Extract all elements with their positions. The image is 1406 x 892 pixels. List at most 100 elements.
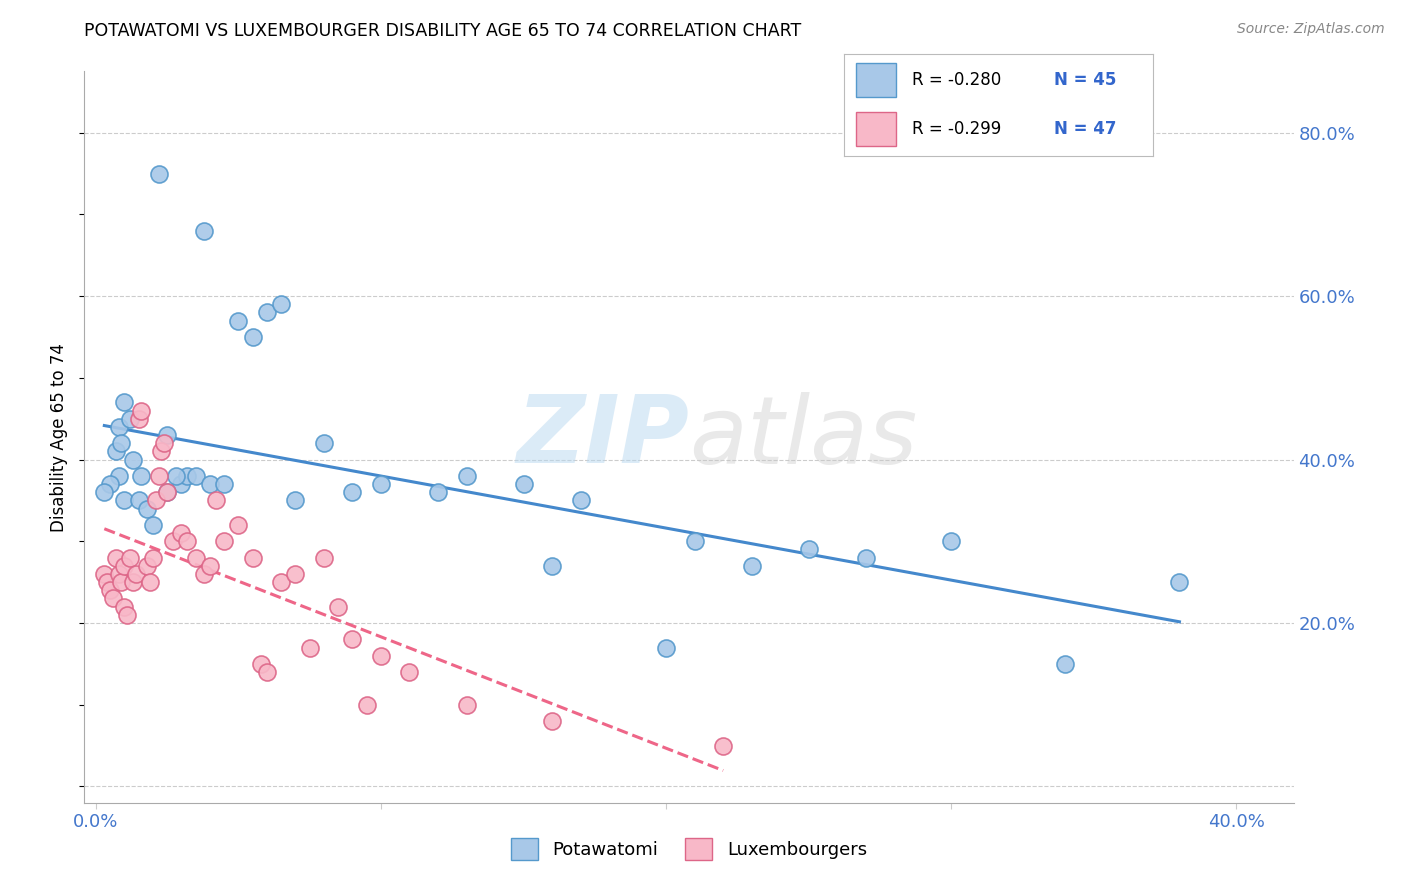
Point	[96, 575, 118, 590]
Point	[131, 403, 153, 417]
Point	[569, 493, 592, 508]
Point	[356, 698, 378, 712]
Point	[1168, 575, 1191, 590]
Point	[110, 575, 132, 590]
Point	[198, 477, 221, 491]
Point	[142, 550, 165, 565]
Point	[256, 665, 278, 679]
Point	[156, 485, 179, 500]
Point	[128, 493, 150, 508]
Point	[711, 739, 734, 753]
Point	[148, 469, 170, 483]
Point	[131, 469, 153, 483]
Y-axis label: Disability Age 65 to 74: Disability Age 65 to 74	[51, 343, 69, 532]
Legend: Potawatomi, Luxembourgers: Potawatomi, Luxembourgers	[503, 830, 875, 867]
Point	[101, 591, 124, 606]
Point	[242, 330, 264, 344]
Point	[370, 648, 392, 663]
Point	[541, 714, 564, 728]
Point	[139, 575, 162, 590]
Point	[156, 485, 179, 500]
Point	[112, 493, 135, 508]
Point	[312, 550, 335, 565]
Point	[170, 526, 193, 541]
Point	[941, 534, 963, 549]
Text: N = 47: N = 47	[1054, 120, 1116, 138]
Text: POTAWATOMI VS LUXEMBOURGER DISABILITY AGE 65 TO 74 CORRELATION CHART: POTAWATOMI VS LUXEMBOURGER DISABILITY AG…	[84, 22, 801, 40]
Point	[121, 452, 143, 467]
Point	[312, 436, 335, 450]
Point	[184, 469, 207, 483]
Point	[98, 477, 121, 491]
Point	[204, 493, 226, 508]
FancyBboxPatch shape	[856, 62, 896, 96]
Point	[156, 428, 179, 442]
Point	[128, 411, 150, 425]
Point	[193, 224, 215, 238]
Point	[165, 469, 187, 483]
Point	[184, 550, 207, 565]
Point	[683, 534, 706, 549]
Point	[370, 477, 392, 491]
Point	[193, 566, 215, 581]
Point	[136, 558, 159, 573]
Point	[176, 534, 198, 549]
Text: N = 45: N = 45	[1054, 70, 1116, 88]
Point	[342, 485, 364, 500]
Point	[298, 640, 321, 655]
Point	[242, 550, 264, 565]
Point	[541, 558, 564, 573]
Point	[162, 534, 184, 549]
Point	[104, 550, 127, 565]
Point	[456, 469, 478, 483]
Text: R = -0.280: R = -0.280	[911, 70, 1001, 88]
Point	[655, 640, 678, 655]
Point	[228, 313, 250, 327]
Point	[121, 575, 143, 590]
Point	[855, 550, 877, 565]
Point	[270, 297, 292, 311]
Point	[104, 444, 127, 458]
Text: atlas: atlas	[689, 392, 917, 483]
Point	[212, 477, 235, 491]
Point	[93, 566, 115, 581]
Point	[398, 665, 420, 679]
FancyBboxPatch shape	[856, 112, 896, 145]
Point	[148, 167, 170, 181]
Point	[118, 550, 141, 565]
Point	[150, 444, 173, 458]
Point	[107, 469, 129, 483]
Point	[427, 485, 450, 500]
Point	[110, 436, 132, 450]
Point	[125, 566, 148, 581]
Point	[136, 501, 159, 516]
Point	[284, 566, 307, 581]
Point	[176, 469, 198, 483]
Point	[107, 566, 129, 581]
Point	[115, 607, 138, 622]
Point	[112, 395, 135, 409]
Point	[1054, 657, 1077, 671]
Point	[112, 558, 135, 573]
Point	[145, 493, 167, 508]
Point	[142, 517, 165, 532]
Text: R = -0.299: R = -0.299	[911, 120, 1001, 138]
Point	[250, 657, 273, 671]
Point	[212, 534, 235, 549]
Point	[107, 420, 129, 434]
Point	[741, 558, 763, 573]
Point	[153, 436, 176, 450]
Point	[98, 583, 121, 598]
Point	[328, 599, 350, 614]
Point	[228, 517, 250, 532]
Point	[170, 477, 193, 491]
Point	[198, 558, 221, 573]
Point	[93, 485, 115, 500]
Point	[512, 477, 534, 491]
Point	[256, 305, 278, 319]
Point	[456, 698, 478, 712]
Point	[118, 411, 141, 425]
Point	[284, 493, 307, 508]
Text: Source: ZipAtlas.com: Source: ZipAtlas.com	[1237, 22, 1385, 37]
Point	[797, 542, 820, 557]
